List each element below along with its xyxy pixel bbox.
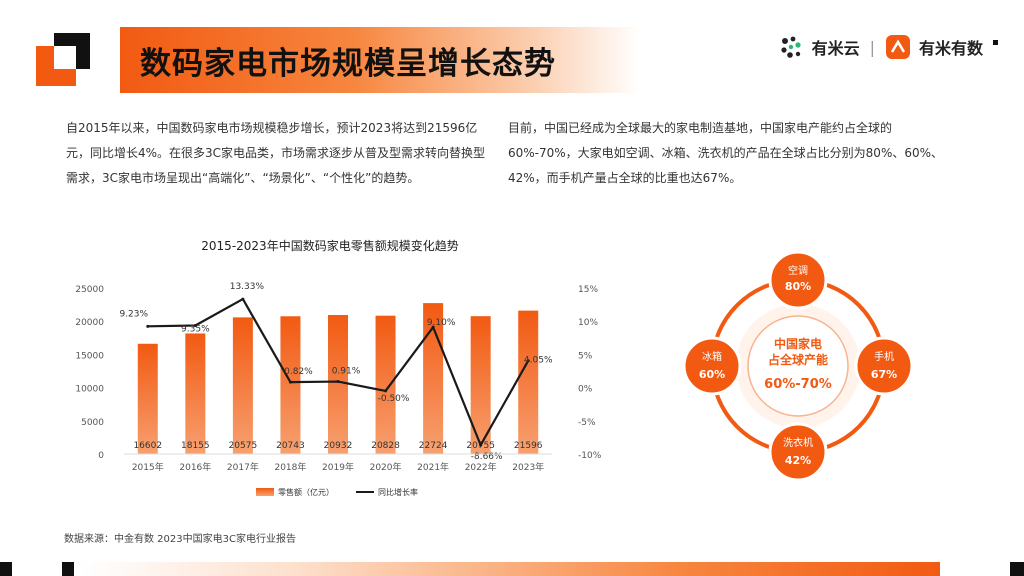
- x-tick-label: 2015年: [132, 461, 164, 473]
- bar: [280, 316, 301, 454]
- x-tick-label: 2017年: [227, 461, 259, 473]
- legend-bar-label: 零售额（亿元）: [278, 487, 334, 497]
- chart-title: 2015-2023年中国数码家电零售额规模变化趋势: [201, 238, 458, 253]
- bar-value-label: 22724: [419, 441, 448, 451]
- share-node-aircon: 空调 80%: [768, 250, 828, 310]
- logo-youmi-data: 有米有数: [918, 39, 983, 58]
- share-label-fridge: 冰箱: [702, 350, 722, 363]
- center-label-line2: 占全球产能: [768, 352, 828, 367]
- page-title: 数码家电市场规模呈增长态势: [140, 46, 556, 82]
- growth-rate-label: 9.35%: [181, 325, 210, 335]
- logo-area: 有米云 | 有米有数: [778, 34, 998, 60]
- share-value-fridge: 60%: [699, 368, 725, 381]
- share-label-aircon: 空调: [788, 264, 808, 277]
- y-left-tick-label: 25000: [75, 285, 104, 295]
- y-left-tick-label: 0: [98, 451, 104, 461]
- x-tick-label: 2021年: [417, 461, 449, 473]
- x-tick-label: 2018年: [274, 461, 306, 473]
- intro-paragraph-right: 目前，中国已经成为全球最大的家电制造基地，中国家电产能约占全球的60%-70%，…: [508, 121, 944, 185]
- growth-rate-point: [288, 380, 292, 384]
- bar: [185, 333, 206, 454]
- share-label-washer: 洗衣机: [783, 436, 813, 449]
- bar: [137, 343, 158, 454]
- y-right-tick-label: 10%: [578, 318, 598, 328]
- bar: [375, 315, 396, 454]
- center-label-line1: 中国家电: [774, 336, 822, 351]
- bar: [328, 315, 348, 454]
- growth-rate-point: [526, 359, 530, 363]
- logo-dot: [993, 39, 998, 45]
- x-tick-label: 2022年: [465, 461, 497, 473]
- growth-rate-label: 13.33%: [230, 282, 265, 292]
- growth-rate-point: [193, 324, 197, 328]
- legend-bar-swatch: [256, 488, 274, 496]
- bottom-square-right: [1010, 562, 1024, 576]
- growth-rate-label: 9.23%: [119, 309, 148, 319]
- y-right-tick-label: -10%: [578, 451, 602, 461]
- center-circle: [747, 315, 849, 417]
- bar-value-label: 20743: [276, 441, 305, 451]
- title-band: [120, 27, 640, 93]
- share-value-aircon: 80%: [785, 280, 811, 293]
- growth-rate-label: 0.91%: [332, 367, 361, 377]
- growth-rate-point: [336, 380, 340, 384]
- bar-value-label: 20575: [229, 441, 258, 451]
- bar-value-label: 21596: [514, 441, 543, 451]
- growth-rate-label: -0.50%: [378, 394, 410, 404]
- bottom-gradient-bar: [80, 562, 940, 576]
- bar-value-label: 18155: [181, 441, 210, 451]
- youmi-cloud-logo-icon: [780, 36, 801, 58]
- growth-rate-label: 9.10%: [427, 318, 456, 328]
- x-tick-label: 2019年: [322, 461, 354, 473]
- logo-separator: |: [869, 37, 875, 57]
- center-value: 60%-70%: [764, 377, 832, 392]
- y-right-tick-label: 5%: [578, 351, 593, 361]
- y-left-tick-label: 10000: [75, 385, 104, 395]
- share-node-phone: 手机 67%: [854, 336, 914, 396]
- bar-value-label: 20828: [371, 441, 400, 451]
- retail-sales-chart: 2015-2023年中国数码家电零售额规模变化趋势 16602 18155 2057…: [75, 238, 602, 497]
- x-tick-label: 2020年: [370, 461, 402, 473]
- y-right-tick-label: 0%: [578, 385, 593, 395]
- growth-rate-label: 4.05%: [524, 356, 553, 366]
- youmi-data-logo-icon: [885, 35, 910, 59]
- growth-rate-point: [384, 389, 388, 393]
- bar: [232, 317, 253, 454]
- global-share-diagram: 中国家电 占全球产能 60%-70% 空调 80% 手机 67% 洗衣机 42%…: [682, 250, 914, 480]
- share-value-phone: 67%: [871, 368, 897, 381]
- bottom-square-left: [0, 562, 12, 576]
- intro-paragraph-left: 自2015年以来，中国数码家电市场规模稳步增长，预计2023将达到21596亿元…: [66, 121, 486, 185]
- bar-value-label: 16602: [133, 441, 162, 451]
- logo-youmi-cloud: 有米云: [811, 39, 860, 58]
- share-node-washer: 洗衣机 42%: [768, 422, 828, 480]
- share-value-washer: 42%: [785, 454, 811, 467]
- y-right-tick-label: 15%: [578, 285, 598, 295]
- y-left-tick-label: 20000: [75, 318, 104, 328]
- source-note: 数据来源：中金有数 2023中国家电3C家电行业报告: [64, 534, 296, 545]
- share-label-phone: 手机: [874, 350, 894, 363]
- y-right-tick-label: -5%: [578, 418, 596, 428]
- bar: [518, 310, 539, 454]
- growth-rate-point: [146, 324, 150, 328]
- bottom-square-mid: [62, 562, 74, 576]
- x-tick-label: 2016年: [179, 461, 211, 473]
- growth-rate-point: [241, 297, 245, 301]
- growth-rate-label: 0.82%: [284, 367, 313, 377]
- y-left-tick-label: 15000: [75, 351, 104, 361]
- decor-square-cutout: [54, 46, 76, 69]
- growth-rate-point: [431, 325, 435, 329]
- bar-value-label: 20932: [324, 441, 353, 451]
- share-node-fridge: 冰箱 60%: [682, 336, 742, 396]
- x-tick-label: 2023年: [512, 461, 544, 473]
- growth-rate-point: [479, 443, 483, 447]
- y-left-tick-label: 5000: [81, 418, 104, 428]
- growth-rate-label: -8.66%: [471, 452, 503, 462]
- bar: [470, 316, 491, 454]
- legend-line-label: 同比增长率: [378, 487, 418, 497]
